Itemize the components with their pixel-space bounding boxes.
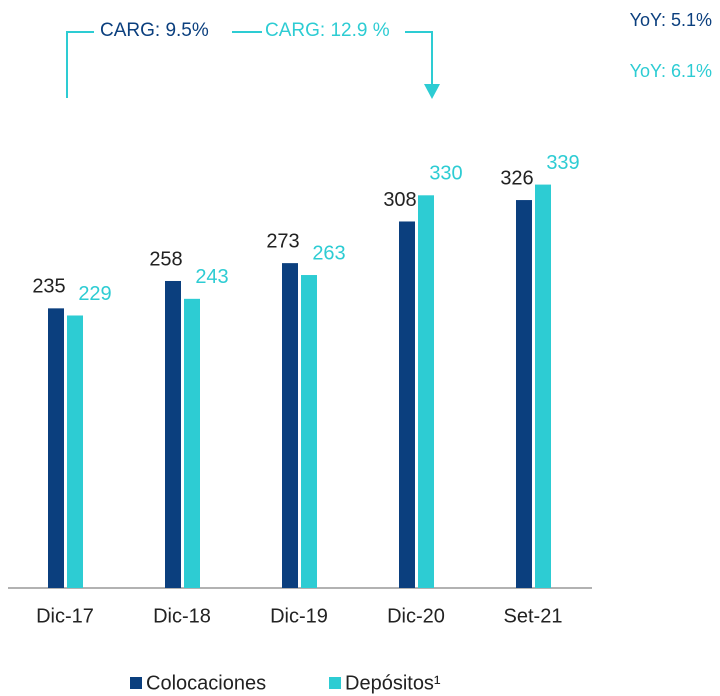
legend-label: Depósitos¹	[345, 672, 441, 694]
x-tick-label: Dic-18	[153, 605, 211, 627]
bar	[282, 263, 298, 588]
annotation: YoY: 6.1%	[630, 61, 712, 81]
x-tick-label: Dic-17	[36, 605, 94, 627]
annotation: CARG: 12.9 %	[265, 20, 390, 41]
bracket-line	[66, 31, 94, 98]
x-tick-label: Set-21	[504, 605, 563, 627]
legend-swatch	[329, 677, 341, 689]
arrow-head	[424, 84, 440, 99]
carg-bracket	[66, 31, 433, 98]
data-label: 308	[383, 189, 416, 211]
annotation: YoY: 5.1%	[630, 10, 712, 30]
data-label: 326	[500, 167, 533, 189]
bar	[48, 308, 64, 588]
bar	[165, 280, 181, 588]
legend-label: Colocaciones	[146, 672, 266, 694]
bar	[535, 184, 551, 588]
data-label: 235	[32, 276, 65, 298]
x-tick-label: Dic-19	[270, 605, 328, 627]
data-label: 258	[149, 248, 182, 270]
bar	[301, 275, 317, 588]
data-label: 243	[195, 266, 228, 288]
bar	[67, 315, 83, 588]
data-label: 273	[266, 230, 299, 252]
bar	[184, 298, 200, 588]
bar	[516, 200, 532, 588]
data-label: 263	[312, 242, 345, 264]
bar	[399, 221, 415, 589]
legend-swatch	[130, 677, 142, 689]
x-tick-label: Dic-20	[387, 605, 445, 627]
annotation: CARG: 9.5%	[100, 20, 209, 41]
bar	[418, 195, 434, 589]
bracket-line	[405, 31, 433, 88]
data-label: 339	[546, 152, 579, 174]
data-label: 330	[429, 163, 462, 185]
data-label: 229	[78, 283, 111, 305]
